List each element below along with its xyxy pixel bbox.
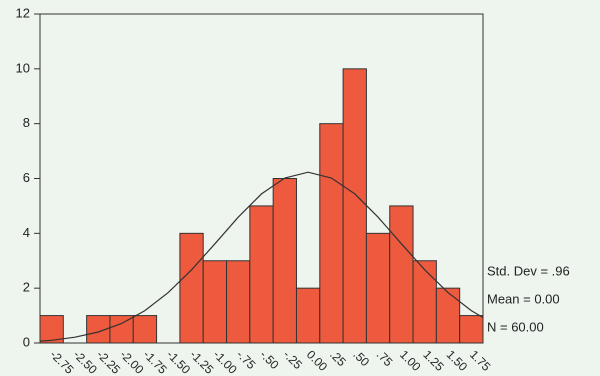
x-tick-label: 1.00 <box>397 347 424 374</box>
x-tick-label: -2.25 <box>94 347 123 376</box>
bar <box>460 316 483 343</box>
x-tick-label: .25 <box>327 347 349 369</box>
y-tick-label: 4 <box>23 225 30 240</box>
stats-label: Std. Dev = .96 <box>487 263 570 278</box>
chart: 024681012-2.75-2.50-2.25-2.00-1.75-1.50-… <box>0 0 600 376</box>
stats-label: Mean = 0.00 <box>487 291 560 306</box>
y-tick-label: 6 <box>23 170 30 185</box>
bar <box>366 233 389 343</box>
bar <box>250 206 273 343</box>
y-tick-label: 8 <box>23 115 30 130</box>
bar <box>110 316 133 343</box>
bar <box>203 261 226 343</box>
bar <box>390 206 413 343</box>
bar <box>133 316 156 343</box>
x-tick-label: 1.25 <box>420 347 447 374</box>
x-tick-label: -1.75 <box>141 347 170 376</box>
y-tick-label: 0 <box>23 334 30 349</box>
x-tick-label: .50 <box>350 347 372 369</box>
x-tick-label: -1.25 <box>187 347 216 376</box>
stats-label: N = 60.00 <box>487 319 544 334</box>
bar <box>320 124 343 343</box>
bar <box>296 288 319 343</box>
y-tick-label: 2 <box>23 280 30 295</box>
x-tick-label: -2.50 <box>71 347 100 376</box>
x-tick-label: -1.50 <box>164 347 193 376</box>
bar <box>180 233 203 343</box>
x-tick-label: -1.00 <box>211 347 240 376</box>
y-tick-label: 10 <box>16 60 30 75</box>
bar <box>227 261 250 343</box>
x-tick-label: -.25 <box>280 347 305 372</box>
x-tick-label: -.50 <box>257 347 282 372</box>
x-tick-label: 1.50 <box>444 347 471 374</box>
bar <box>343 69 366 343</box>
bar <box>273 179 296 344</box>
x-tick-label: -2.00 <box>117 347 146 376</box>
x-tick-label: .75 <box>374 347 396 369</box>
x-tick-label: 0.00 <box>304 347 331 374</box>
y-tick-label: 12 <box>16 5 30 20</box>
x-tick-label: 1.75 <box>467 347 494 374</box>
x-tick-label: -2.75 <box>47 347 76 376</box>
bar <box>413 261 436 343</box>
bar <box>436 288 459 343</box>
